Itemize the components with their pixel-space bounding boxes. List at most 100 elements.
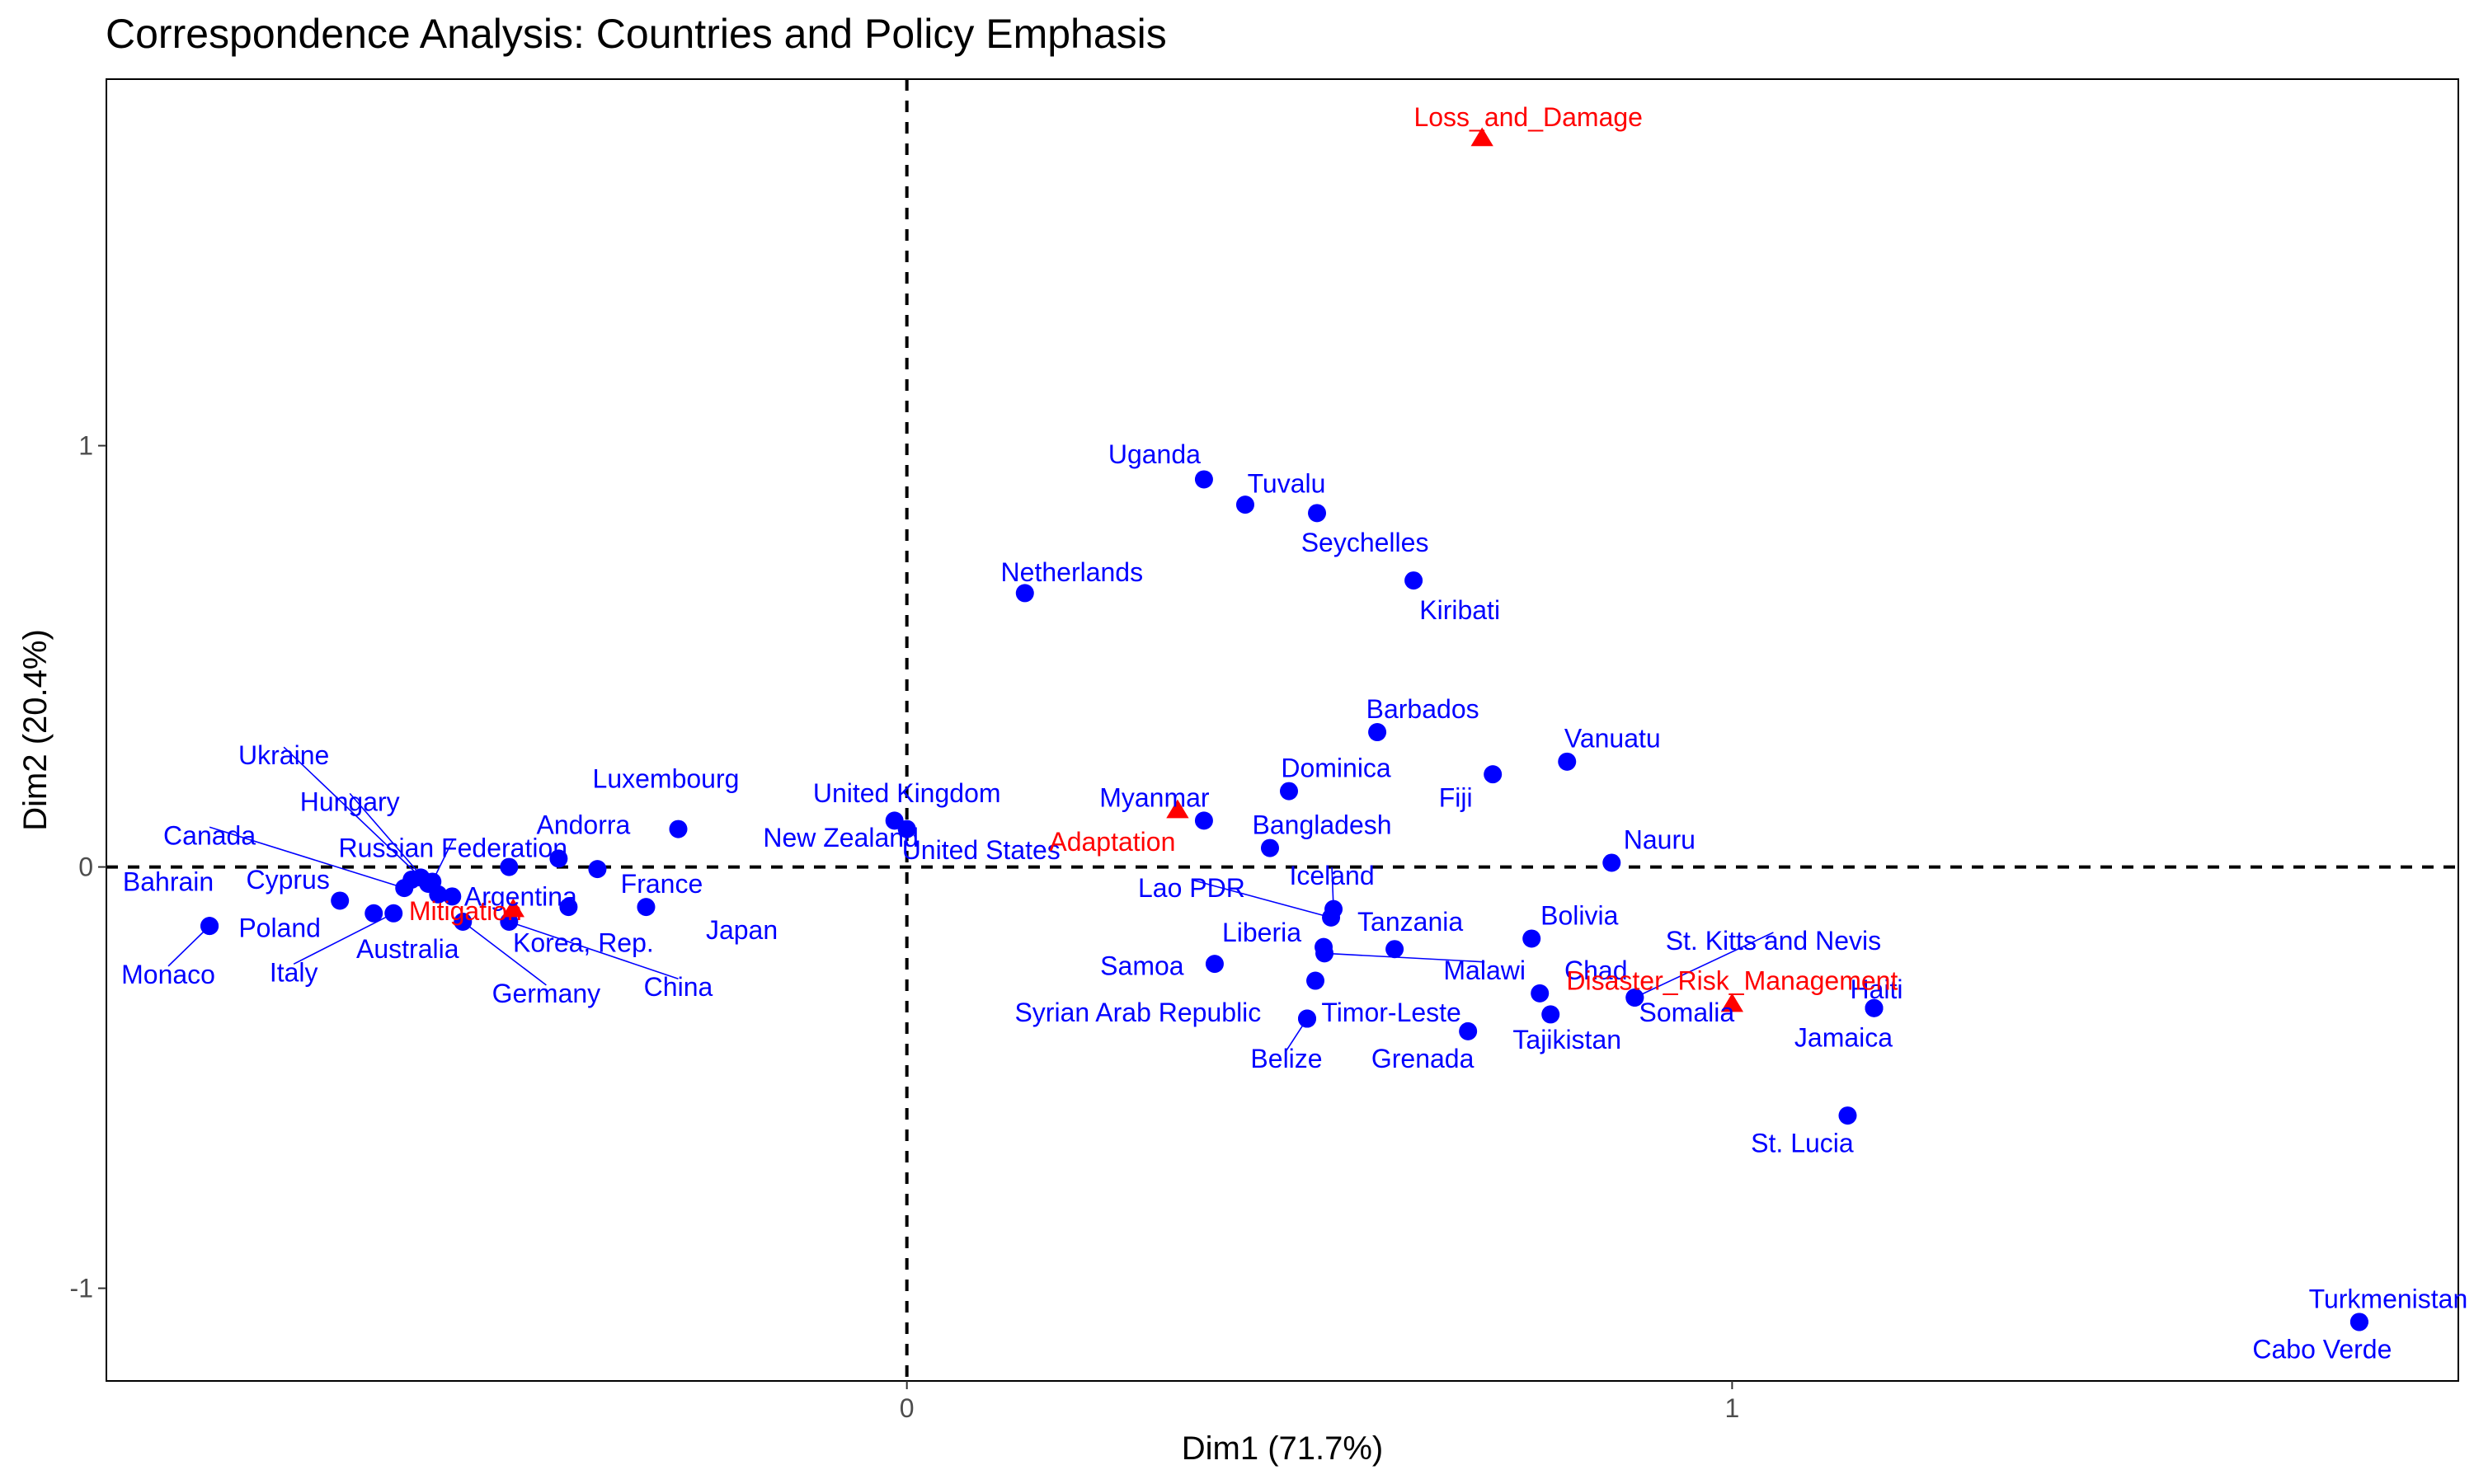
row-label-korea-rep: Korea, Rep.	[513, 928, 654, 958]
row-point-grenada	[1459, 1021, 1478, 1040]
row-label-liberia: Liberia	[1222, 918, 1301, 947]
x-tick-label: 1	[1724, 1393, 1739, 1423]
row-label-argentina: Argentina	[464, 881, 577, 911]
row-label-bolivia: Bolivia	[1540, 900, 1618, 930]
leader-line-st-kitts-and-nevis	[1634, 932, 1774, 998]
point-labels: Uganda Tuvalu Seychelles Kiribati Netherland…	[121, 102, 2467, 1364]
row-label-fiji: Fiji	[1439, 782, 1473, 812]
row-point-new-zealand	[669, 819, 688, 838]
y-tick-label: 0	[78, 852, 93, 882]
x-tick-label: 0	[900, 1393, 915, 1423]
row-label-cabo-verde: Cabo Verde	[2252, 1335, 2392, 1364]
leader-line-monaco	[167, 925, 210, 967]
row-point-cabo-verde	[2349, 1313, 2368, 1331]
row-point-malawi	[1315, 944, 1334, 963]
row-point-samoa	[1205, 955, 1224, 974]
row-label-seychelles: Seychelles	[1301, 528, 1429, 557]
data-marks	[200, 127, 2368, 1331]
row-label-italy: Italy	[270, 957, 318, 987]
row-label-myanmar: Myanmar	[1099, 782, 1210, 812]
row-point-somalia	[1625, 988, 1644, 1007]
row-point-myanmar	[1194, 811, 1213, 830]
row-label-barbados: Barbados	[1366, 694, 1479, 724]
row-point-timor-leste	[1306, 971, 1325, 990]
row-point-argentina	[443, 887, 462, 906]
row-label-tuvalu: Tuvalu	[1248, 469, 1326, 499]
row-label-netherlands: Netherlands	[1001, 557, 1144, 587]
row-point-china	[500, 913, 519, 932]
row-point-st-lucia	[1838, 1106, 1857, 1125]
plot-panel-border	[106, 78, 2459, 1382]
row-point-luxembourg	[549, 849, 568, 868]
row-point-jamaica	[1865, 998, 1884, 1017]
row-point-korea-rep	[559, 898, 578, 917]
row-label-malawi: Malawi	[1443, 956, 1526, 985]
row-point-cyprus	[331, 891, 350, 910]
row-point-poland	[365, 904, 383, 923]
row-label-tajikistan: Tajikistan	[1512, 1025, 1621, 1054]
leader-line-malawi	[1324, 952, 1485, 963]
row-label-uganda: Uganda	[1108, 439, 1201, 469]
row-point-belize	[1298, 1009, 1317, 1028]
axis-ticks: 0 1 -1 0 1	[70, 431, 1740, 1423]
row-label-belize: Belize	[1250, 1044, 1322, 1073]
row-label-china: China	[644, 972, 713, 1002]
leader-line-germany	[462, 921, 547, 986]
row-label-germany: Germany	[492, 979, 601, 1008]
row-label-dominica: Dominica	[1281, 753, 1391, 782]
row-label-monaco: Monaco	[121, 960, 215, 989]
row-label-andorra: Andorra	[536, 810, 630, 839]
leader-line-china	[509, 921, 679, 979]
row-point-bangladesh	[1260, 838, 1279, 857]
row-point-japan	[637, 898, 656, 917]
row-point-tanzania	[1385, 940, 1404, 959]
row-point-uganda	[1194, 470, 1213, 489]
row-label-united-kingdom: United Kingdom	[813, 778, 1001, 808]
row-point-united-kingdom	[897, 819, 916, 838]
leader-line-hungary	[349, 792, 429, 885]
row-label-jamaica: Jamaica	[1794, 1023, 1893, 1053]
row-point-netherlands	[1015, 584, 1034, 603]
row-label-somalia: Somalia	[1639, 998, 1735, 1027]
row-label-ukraine: Ukraine	[238, 740, 329, 770]
chart-title: Correspondence Analysis: Countries and P…	[106, 11, 1167, 57]
leader-line-canada	[209, 826, 405, 889]
row-label-poland: Poland	[238, 913, 321, 943]
x-axis-title: Dim1 (71.7%)	[1182, 1430, 1384, 1467]
row-point-dominica	[1280, 782, 1299, 801]
row-point-vanuatu	[1558, 752, 1577, 771]
row-label-st-lucia: St. Lucia	[1751, 1128, 1854, 1158]
row-point-lao-pdr	[1322, 908, 1341, 927]
row-label-vanuatu: Vanuatu	[1564, 724, 1661, 754]
row-point-france	[588, 860, 607, 879]
column-point-disaster-risk-management	[1720, 993, 1744, 1012]
row-label-timor-leste: Timor-Leste	[1321, 998, 1461, 1027]
row-label-russian-federation: Russian Federation	[339, 834, 567, 863]
row-point-tajikistan	[1541, 1005, 1560, 1024]
row-label-st-kitts-and-nevis: St. Kitts and Nevis	[1666, 926, 1881, 956]
row-label-kiribati: Kiribati	[1419, 595, 1500, 625]
leader-line-ukraine	[283, 746, 421, 878]
row-point-barbados	[1368, 723, 1387, 742]
row-label-turkmenistan: Turkmenistan	[2309, 1284, 2468, 1313]
row-point-unlabeled	[402, 870, 421, 889]
row-label-syrian-arab-republic: Syrian Arab Republic	[1014, 998, 1261, 1027]
row-label-chad: Chad	[1564, 956, 1628, 985]
row-label-luxembourg: Luxembourg	[593, 763, 740, 793]
y-tick-label: -1	[70, 1274, 93, 1303]
row-point-italy	[384, 904, 403, 923]
row-label-nauru: Nauru	[1624, 824, 1696, 854]
row-label-bangladesh: Bangladesh	[1253, 810, 1392, 839]
row-point-monaco	[200, 917, 219, 936]
row-label-new-zealand: New Zealand	[763, 823, 919, 852]
row-point-tuvalu	[1235, 495, 1254, 514]
column-label-loss-and-damage: Loss_and_Damage	[1413, 102, 1643, 132]
row-point-seychelles	[1308, 504, 1327, 523]
row-label-tanzania: Tanzania	[1357, 907, 1463, 937]
row-point-bolivia	[1522, 929, 1541, 948]
leader-line-lao-pdr	[1191, 879, 1332, 918]
row-point-nauru	[1602, 853, 1621, 872]
row-label-japan: Japan	[706, 915, 778, 945]
